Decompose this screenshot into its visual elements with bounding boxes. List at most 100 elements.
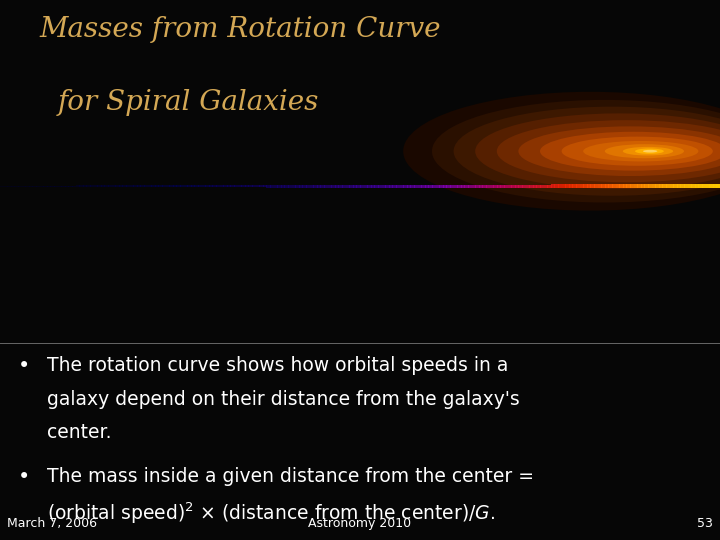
Bar <box>544 185 548 188</box>
Bar <box>292 185 296 187</box>
Bar <box>518 185 523 188</box>
Bar <box>198 185 202 187</box>
Bar <box>360 185 364 188</box>
Bar <box>616 184 620 188</box>
Bar <box>468 185 472 188</box>
Bar <box>569 185 573 188</box>
Bar <box>22 186 26 187</box>
Bar <box>212 185 217 187</box>
Bar <box>25 186 30 187</box>
Bar <box>259 185 264 187</box>
Bar <box>68 186 73 187</box>
Ellipse shape <box>635 148 664 154</box>
Bar <box>151 185 156 187</box>
Bar <box>169 185 174 187</box>
Bar <box>500 185 505 188</box>
Bar <box>576 185 580 188</box>
Bar <box>36 186 40 187</box>
Bar <box>4 186 8 187</box>
Bar <box>486 185 490 188</box>
Bar <box>493 185 498 188</box>
Ellipse shape <box>605 144 684 158</box>
Bar <box>623 184 627 188</box>
Bar <box>94 185 98 187</box>
Bar <box>378 185 382 188</box>
Bar <box>713 184 717 188</box>
Bar <box>306 185 310 187</box>
Ellipse shape <box>643 150 657 152</box>
Bar <box>227 185 231 187</box>
Bar <box>90 185 94 187</box>
Bar <box>551 185 555 188</box>
Bar <box>464 185 469 188</box>
Bar <box>590 185 595 188</box>
Bar <box>133 185 138 187</box>
Bar <box>396 185 400 188</box>
Bar <box>583 185 588 188</box>
Bar <box>598 184 602 188</box>
Bar <box>558 185 562 188</box>
Ellipse shape <box>475 113 720 189</box>
Bar <box>126 185 130 187</box>
Bar <box>562 185 566 188</box>
Bar <box>173 185 177 187</box>
Bar <box>446 185 451 188</box>
Bar <box>194 185 199 187</box>
Bar <box>328 185 332 187</box>
Bar <box>666 184 670 188</box>
Bar <box>331 185 336 187</box>
Bar <box>180 185 184 187</box>
Bar <box>526 185 530 188</box>
Bar <box>605 184 609 188</box>
Bar <box>112 185 116 187</box>
Bar <box>450 185 454 188</box>
Bar <box>310 185 314 187</box>
Bar <box>256 185 260 187</box>
Bar <box>634 184 638 188</box>
Bar <box>313 185 318 187</box>
Bar <box>338 185 343 188</box>
Bar <box>716 184 720 188</box>
Bar <box>7 186 12 187</box>
Bar <box>482 185 487 188</box>
Bar <box>392 185 397 188</box>
Bar <box>155 185 159 187</box>
Bar <box>166 185 170 187</box>
Bar <box>263 185 267 187</box>
Bar <box>565 185 570 188</box>
Bar <box>40 186 44 187</box>
Bar <box>274 185 278 187</box>
Bar <box>374 185 379 188</box>
Bar <box>684 184 688 188</box>
Text: (orbital speed)$^2$ $\times$ (distance from the center)/$G$.: (orbital speed)$^2$ $\times$ (distance f… <box>47 501 495 526</box>
Text: •: • <box>18 356 30 376</box>
Text: The mass inside a given distance from the center =: The mass inside a given distance from th… <box>47 467 534 486</box>
Bar <box>677 184 681 188</box>
Bar <box>47 186 51 187</box>
Text: galaxy depend on their distance from the galaxy's: galaxy depend on their distance from the… <box>47 390 520 409</box>
Bar <box>148 185 152 187</box>
Bar <box>587 185 591 188</box>
Bar <box>655 184 660 188</box>
Ellipse shape <box>583 141 698 161</box>
Bar <box>436 185 440 188</box>
Bar <box>187 185 192 187</box>
Bar <box>443 185 447 188</box>
Bar <box>662 184 667 188</box>
Bar <box>612 184 616 188</box>
Bar <box>414 185 418 188</box>
Bar <box>644 184 649 188</box>
Bar <box>619 184 624 188</box>
Bar <box>335 185 339 188</box>
Bar <box>97 185 102 187</box>
Bar <box>223 185 228 187</box>
Bar <box>364 185 368 188</box>
Bar <box>594 184 598 188</box>
Bar <box>43 186 48 187</box>
Bar <box>511 185 516 188</box>
Text: Masses from Rotation Curve: Masses from Rotation Curve <box>40 16 441 43</box>
Bar <box>230 185 235 187</box>
Bar <box>504 185 508 188</box>
Bar <box>299 185 303 187</box>
Bar <box>533 185 537 188</box>
